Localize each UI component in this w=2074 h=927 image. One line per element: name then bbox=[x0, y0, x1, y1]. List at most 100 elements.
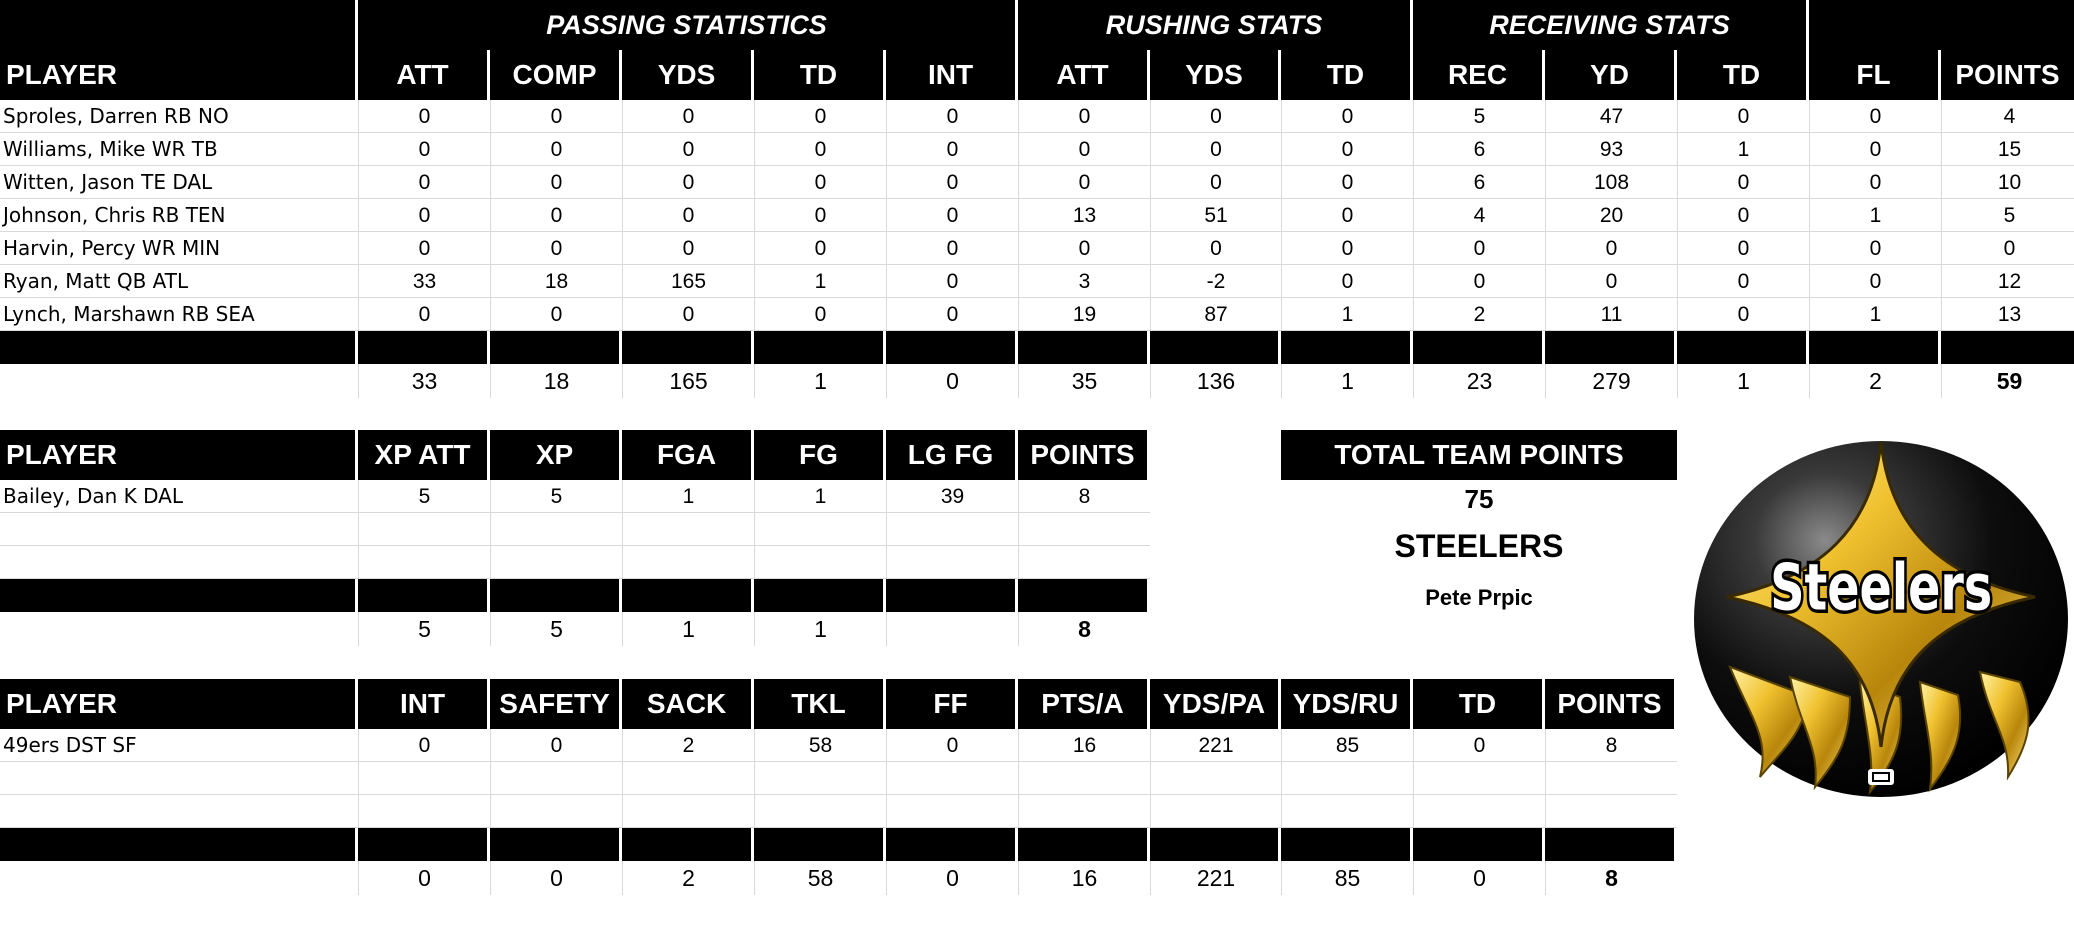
stat-cell: 13 bbox=[1941, 298, 2074, 331]
stat-cell bbox=[490, 795, 622, 828]
stat-cell: 0 bbox=[1545, 265, 1677, 298]
stat-cell: 0 bbox=[1809, 166, 1941, 199]
team-name: STEELERS bbox=[1394, 528, 1564, 564]
kicking-separator-bar bbox=[1018, 579, 1147, 612]
stat-cell: 0 bbox=[1809, 265, 1941, 298]
stat-cell: 51 bbox=[1150, 199, 1281, 232]
stat-cell bbox=[886, 762, 1018, 795]
stat-cell: 0 bbox=[1281, 265, 1413, 298]
stat-cell: 0 bbox=[622, 232, 754, 265]
stat-cell: 0 bbox=[1545, 232, 1677, 265]
kicking-total: 1 bbox=[754, 612, 886, 646]
stat-cell: 12 bbox=[1941, 265, 2074, 298]
stat-cell: 0 bbox=[1413, 232, 1545, 265]
stat-cell bbox=[1413, 762, 1545, 795]
stat-cell bbox=[1018, 762, 1150, 795]
brand-mark-icon bbox=[1868, 769, 1894, 785]
stat-cell: 0 bbox=[886, 133, 1018, 166]
kicking-col-header: LG FG bbox=[886, 430, 1015, 480]
defense-separator-bar bbox=[886, 828, 1015, 861]
stat-cell: 0 bbox=[1018, 232, 1150, 265]
stat-cell bbox=[1150, 762, 1281, 795]
stat-cell bbox=[358, 795, 490, 828]
offense-separator-bar bbox=[1941, 331, 2074, 364]
kicking-separator-bar bbox=[358, 579, 487, 612]
stat-cell: 0 bbox=[622, 199, 754, 232]
stat-cell: 1 bbox=[1281, 298, 1413, 331]
stat-cell: 0 bbox=[490, 298, 622, 331]
misc-group-header bbox=[1809, 0, 2074, 50]
stat-cell: 0 bbox=[622, 133, 754, 166]
stat-cell: 15 bbox=[1941, 133, 2074, 166]
stat-cell: 0 bbox=[886, 199, 1018, 232]
stat-cell: 1 bbox=[1677, 133, 1809, 166]
stat-cell: 0 bbox=[886, 166, 1018, 199]
stat-cell: 0 bbox=[886, 100, 1018, 133]
stat-cell bbox=[490, 762, 622, 795]
stat-cell: 0 bbox=[490, 199, 622, 232]
stat-cell: 0 bbox=[490, 166, 622, 199]
stat-cell: 0 bbox=[886, 265, 1018, 298]
player-name bbox=[0, 513, 358, 546]
stat-cell: 0 bbox=[490, 729, 622, 762]
total-team-points-value: 75 bbox=[1464, 484, 1494, 514]
player-name: Williams, Mike WR TB bbox=[0, 133, 358, 166]
stat-cell: 1 bbox=[1809, 298, 1941, 331]
stat-cell bbox=[1281, 795, 1413, 828]
player-name: Harvin, Percy WR MIN bbox=[0, 232, 358, 265]
stat-cell bbox=[886, 546, 1018, 579]
kicking-col-header: XP ATT bbox=[358, 430, 487, 480]
stat-cell bbox=[1545, 762, 1677, 795]
stat-cell: 0 bbox=[358, 100, 490, 133]
stat-cell: 221 bbox=[1150, 729, 1281, 762]
stat-cell: 0 bbox=[1018, 166, 1150, 199]
defense-total: 0 bbox=[886, 861, 1018, 895]
stat-cell: 0 bbox=[754, 166, 886, 199]
offense-total: 1 bbox=[754, 364, 886, 398]
stat-cell bbox=[358, 762, 490, 795]
stat-cell: 0 bbox=[358, 298, 490, 331]
kicking-total: 5 bbox=[358, 612, 490, 646]
defense-col-header: INT bbox=[358, 679, 487, 729]
offense-total: 18 bbox=[490, 364, 622, 398]
offense-total: 35 bbox=[1018, 364, 1150, 398]
offense-col-header: PLAYER bbox=[0, 50, 355, 100]
defense-separator-bar bbox=[490, 828, 619, 861]
offense-separator-bar bbox=[1413, 331, 1542, 364]
stat-cell bbox=[886, 795, 1018, 828]
defense-total: 85 bbox=[1281, 861, 1413, 895]
offense-separator-bar bbox=[622, 331, 751, 364]
stat-cell: 8 bbox=[1018, 480, 1150, 513]
player-name bbox=[0, 795, 358, 828]
player-name bbox=[0, 762, 358, 795]
stat-cell bbox=[1018, 795, 1150, 828]
offense-separator-bar bbox=[1545, 331, 1674, 364]
offense-col-header: TD bbox=[754, 50, 883, 100]
defense-col-header: YDS/RU bbox=[1281, 679, 1410, 729]
offense-col-header: YDS bbox=[622, 50, 751, 100]
kicking-separator-bar bbox=[754, 579, 883, 612]
offense-total: 23 bbox=[1413, 364, 1545, 398]
kicking-col-header: PLAYER bbox=[0, 430, 355, 480]
offense-col-header: INT bbox=[886, 50, 1015, 100]
passing-group-header: PASSING STATISTICS bbox=[358, 0, 1015, 50]
kicking-separator-bar bbox=[622, 579, 751, 612]
stat-cell: 1 bbox=[754, 265, 886, 298]
stat-cell: 0 bbox=[754, 298, 886, 331]
stat-cell: 0 bbox=[358, 232, 490, 265]
defense-separator-bar bbox=[0, 828, 355, 861]
stat-cell: 1 bbox=[1809, 199, 1941, 232]
player-name: 49ers DST SF bbox=[0, 729, 358, 762]
stat-cell: 0 bbox=[1281, 100, 1413, 133]
player-name: Witten, Jason TE DAL bbox=[0, 166, 358, 199]
offense-total: 33 bbox=[358, 364, 490, 398]
offense-separator-bar bbox=[754, 331, 883, 364]
stat-cell: 0 bbox=[490, 100, 622, 133]
total-team-points-header: TOTAL TEAM POINTS bbox=[1281, 430, 1677, 480]
offense-separator-bar bbox=[358, 331, 487, 364]
offense-separator-bar bbox=[1677, 331, 1806, 364]
stat-cell bbox=[622, 546, 754, 579]
defense-col-header: SACK bbox=[622, 679, 751, 729]
stat-cell: 10 bbox=[1941, 166, 2074, 199]
defense-separator-bar bbox=[622, 828, 751, 861]
